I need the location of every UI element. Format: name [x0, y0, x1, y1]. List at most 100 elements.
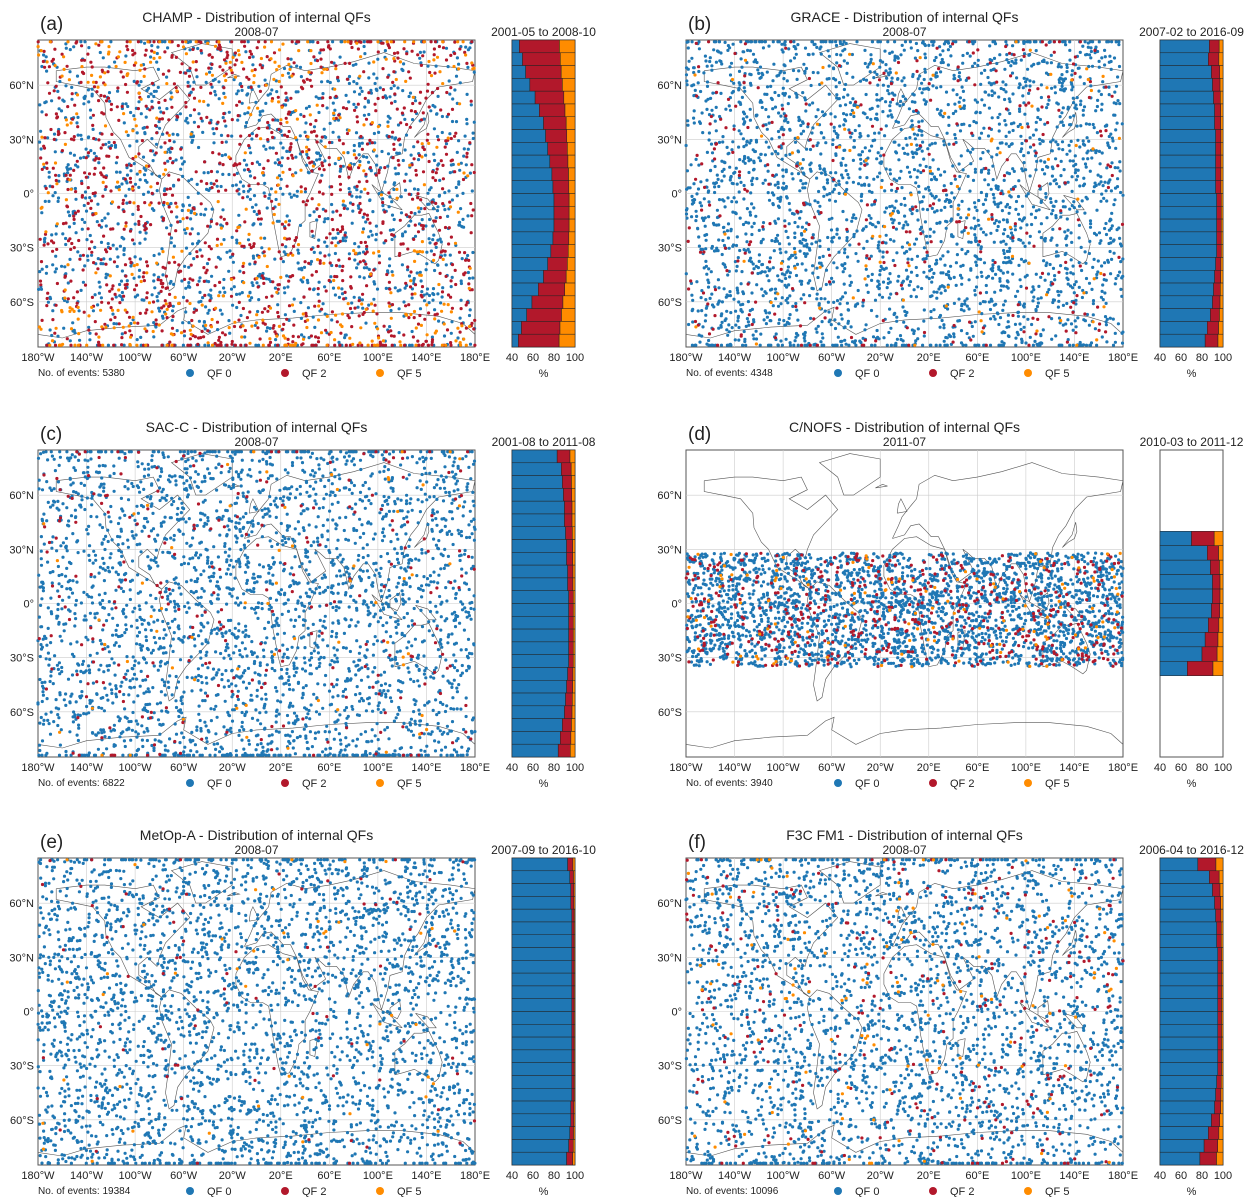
- bar-qf5-segment: [1220, 218, 1224, 233]
- bar-qf0-segment: [511, 921, 573, 935]
- bar-qf5-segment: [570, 731, 576, 745]
- coastline: [875, 891, 888, 897]
- bar-title: 2007-09 to 2016-10: [491, 843, 596, 857]
- bar-qf0-segment: [511, 103, 540, 118]
- legend-marker: [186, 779, 194, 787]
- map-x-tick-label: 140°E: [411, 1170, 441, 1182]
- bar-qf2-segment: [1187, 661, 1214, 676]
- bar-qf0-segment: [1159, 295, 1213, 309]
- coastline: [1063, 195, 1085, 211]
- bar-qf0-segment: [511, 870, 570, 884]
- bar-qf5-segment: [1220, 908, 1224, 923]
- map-x-tick-label: 180°W: [21, 762, 55, 774]
- bar-qf2-segment: [1216, 244, 1222, 258]
- bar-qf5-segment: [569, 449, 576, 464]
- map-x-tick-label: 100°E: [363, 762, 393, 774]
- bar-qf0-segment: [511, 193, 555, 207]
- bar-qf2-segment: [567, 857, 574, 872]
- bar-qf5-segment: [573, 960, 576, 974]
- bar-qf2-segment: [565, 526, 573, 540]
- bar-qf0-segment: [511, 206, 555, 220]
- coastline: [227, 73, 241, 79]
- bar-x-tick-label: 40: [1154, 352, 1166, 364]
- bar-qf5-segment: [1218, 321, 1224, 335]
- bar-qf0-segment: [511, 1075, 573, 1089]
- bar-qf0-segment: [1159, 588, 1213, 604]
- coastline: [1063, 1013, 1085, 1029]
- bar-x-tick-label: 40: [1154, 762, 1166, 774]
- bar-qf5-segment: [573, 1113, 576, 1127]
- map-y-tick-label: 30°S: [658, 653, 682, 665]
- map-x-tick-label: 100°W: [119, 1170, 153, 1182]
- bar-qf0-segment: [511, 552, 567, 566]
- legend-marker: [186, 1187, 194, 1195]
- bar-qf5-segment: [1219, 1113, 1224, 1127]
- bar-qf5-segment: [1220, 896, 1224, 910]
- bar-qf5-segment: [1220, 90, 1224, 105]
- bar-qf5-segment: [1220, 231, 1224, 245]
- coastline: [371, 594, 403, 621]
- bar-qf0-segment: [511, 333, 519, 348]
- bar-qf2-segment: [552, 231, 570, 245]
- map-x-tick-label: 140°E: [1059, 352, 1089, 364]
- bar-qf5-segment: [562, 78, 576, 92]
- bar-qf2-segment: [1214, 103, 1221, 118]
- map-y-tick-label: 60°N: [657, 80, 682, 92]
- bar-qf0-segment: [511, 564, 568, 579]
- bar-qf5-segment: [1220, 282, 1224, 297]
- bar-qf2-segment: [1215, 908, 1222, 923]
- panel-c: (c) SAC-C - Distribution of internal QFs2…: [9, 419, 595, 790]
- bar-x-tick-label: 60: [527, 1170, 539, 1182]
- legend-marker: [929, 1187, 937, 1195]
- bar-qf5-segment: [565, 270, 576, 284]
- map-x-tick-label: 180°E: [1108, 352, 1138, 364]
- map-x-tick-label: 100°E: [363, 1170, 393, 1182]
- coastline: [957, 220, 966, 240]
- map-y-tick-label: 30°S: [658, 243, 682, 255]
- map-x-tick-label: 20°W: [219, 762, 247, 774]
- bar-qf0-segment: [1159, 531, 1192, 546]
- bar-qf5-segment: [1220, 129, 1224, 143]
- bar-qf5-segment: [560, 65, 576, 79]
- bar-qf2-segment: [547, 257, 568, 271]
- map-x-tick-label: 100°E: [363, 352, 393, 364]
- bar-qf2-segment: [1209, 39, 1220, 54]
- coastline: [414, 112, 430, 138]
- bar-qf0-segment: [511, 116, 544, 130]
- bar-qf5-segment: [1218, 617, 1224, 633]
- bar-qf2-segment: [1216, 921, 1222, 935]
- map-y-tick-label: 60°S: [10, 1115, 34, 1127]
- bar-qf2-segment: [566, 539, 573, 553]
- bar-x-tick-label: 80: [1196, 762, 1208, 774]
- map-x-tick-label: 180°W: [21, 352, 55, 364]
- bar-qf5-segment: [572, 692, 576, 707]
- bar-qf0-segment: [511, 500, 565, 515]
- bar-qf5-segment: [1216, 646, 1224, 662]
- map-x-tick-label: 60°W: [818, 352, 846, 364]
- bar-qf0-segment: [1159, 129, 1216, 143]
- bar-qf2-segment: [562, 718, 572, 732]
- coastline: [159, 581, 215, 702]
- bar-qf5-segment: [1219, 559, 1224, 575]
- bar-x-tick-label: 40: [506, 352, 518, 364]
- coastline: [957, 1038, 966, 1058]
- coastline: [371, 184, 403, 211]
- bar-qf2-segment: [1201, 646, 1218, 662]
- coastline: [896, 498, 908, 514]
- bar-qf5-segment: [573, 883, 576, 897]
- map-y-tick-label: 0°: [671, 599, 682, 611]
- bar-qf2-segment: [1217, 1049, 1222, 1063]
- bar-qf5-segment: [573, 1049, 576, 1063]
- bar-x-tick-label: 100: [566, 762, 584, 774]
- bar-qf5-segment: [1220, 921, 1224, 935]
- bar-qf2-segment: [564, 705, 573, 719]
- panel-label: (e): [40, 832, 63, 853]
- panel-title: SAC-C - Distribution of internal QFs: [146, 419, 368, 435]
- map-x-tick-label: 60°W: [818, 762, 846, 774]
- legend-marker: [929, 369, 937, 377]
- bar-x-tick-label: 80: [548, 1170, 560, 1182]
- map-y-tick-label: 60°N: [9, 898, 34, 910]
- map-x-tick-label: 60°E: [965, 352, 989, 364]
- bar-x-tick-label: 40: [506, 1170, 518, 1182]
- map-x-tick-label: 20°E: [917, 762, 941, 774]
